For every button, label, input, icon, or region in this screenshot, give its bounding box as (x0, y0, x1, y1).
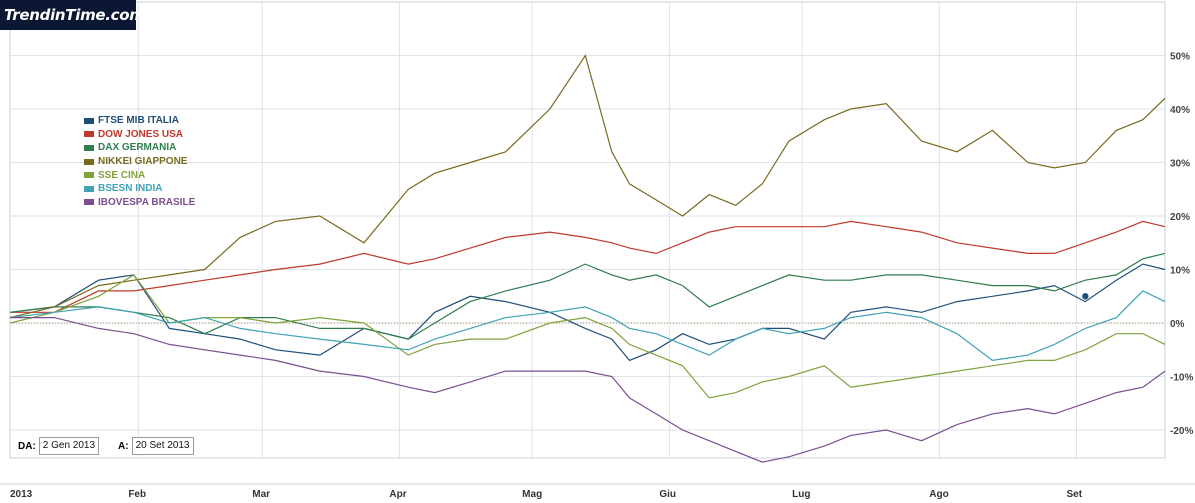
y-tick-label: 0% (1170, 319, 1185, 330)
x-tick-label: Ago (929, 489, 948, 500)
y-tick-label: 50% (1170, 52, 1190, 63)
date-to-input[interactable]: 20 Set 2013 (131, 437, 194, 455)
trendintime-logo[interactable]: TrendinTime.com (0, 0, 145, 30)
y-tick-label: 40% (1170, 105, 1190, 116)
legend-item[interactable]: FTSE MIB ITALIA (84, 114, 195, 128)
legend-swatch (84, 144, 94, 151)
legend-label: DAX GERMANIA (98, 142, 177, 154)
legend-swatch (84, 158, 94, 165)
date-to-label: A: (118, 440, 129, 452)
x-tick-label: Feb (128, 489, 146, 500)
date-from: DA: 2 Gen 2013 (18, 437, 100, 455)
series-line-5 (9, 290, 1166, 362)
legend-item[interactable]: SSE CINA (84, 168, 195, 182)
legend-label: DOW JONES USA (98, 128, 184, 140)
legend-item[interactable]: NIKKEI GIAPPONE (84, 155, 195, 169)
axes: 50% 40% 30% 20% 10% 0% -10% -20% 2013 Feb Mar Apr Ma… (10, 52, 1193, 501)
date-from-input[interactable]: 2 Gen 2013 (38, 437, 100, 455)
legend-item[interactable]: DAX GERMANIA (84, 141, 195, 155)
legend-swatch (84, 131, 94, 138)
y-tick-label: 10% (1170, 266, 1190, 277)
x-tick-label: Mar (252, 489, 270, 500)
y-tick-label: -10% (1170, 373, 1193, 384)
series-line-1 (10, 220, 1166, 313)
y-tick-label: -20% (1170, 426, 1193, 437)
legend-item[interactable]: IBOVESPA BRASILE (84, 196, 195, 210)
legend-swatch (84, 185, 94, 192)
legend: FTSE MIB ITALIA DOW JONES USA DAX GERMANIA… (84, 114, 195, 209)
legend-label: NIKKEI GIAPPONE (98, 156, 188, 168)
y-tick-label: 30% (1170, 159, 1190, 170)
legend-item[interactable]: DOW JONES USA (84, 128, 195, 142)
date-from-label: DA: (18, 440, 36, 452)
x-tick-label: 2013 (10, 489, 33, 500)
series-lines (9, 54, 1166, 463)
legend-label: SSE CINA (98, 169, 146, 181)
x-tick-label: Apr (389, 489, 406, 500)
plot-frame (9, 1, 1166, 459)
series-line-2 (9, 252, 1166, 340)
y-tick-label: 20% (1170, 212, 1190, 223)
x-tick-label: Mag (522, 489, 542, 500)
legend-item[interactable]: BSESN INDIA (84, 182, 195, 196)
series-line-4 (9, 274, 1166, 399)
grid (0, 1, 1195, 485)
legend-swatch (84, 199, 94, 206)
series-line-3 (9, 54, 1166, 319)
hover-marker (1082, 293, 1089, 300)
legend-swatch (84, 117, 94, 124)
series-line-0 (9, 263, 1166, 362)
x-tick-label: Giu (659, 489, 676, 500)
legend-label: BSESN INDIA (98, 183, 163, 195)
legend-label: FTSE MIB ITALIA (98, 115, 179, 127)
x-tick-label: Set (1066, 489, 1082, 500)
date-to: A: 20 Set 2013 (118, 437, 194, 455)
legend-label: IBOVESPA BRASILE (98, 196, 196, 208)
series-line-6 (10, 317, 1166, 463)
legend-swatch (84, 172, 94, 179)
x-tick-label: Lug (792, 489, 810, 500)
